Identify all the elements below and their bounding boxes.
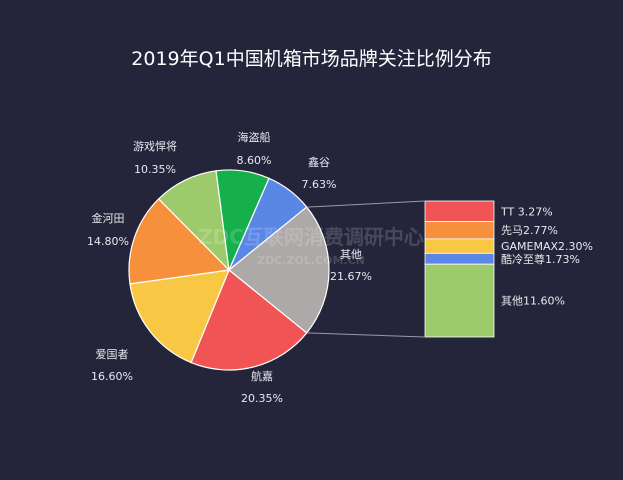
slice-value-label-6: 8.60% bbox=[237, 154, 272, 167]
connector-line-bottom bbox=[306, 332, 426, 338]
pie-slice-4 bbox=[128, 198, 231, 285]
slice-value-label-3: 16.60% bbox=[91, 370, 133, 383]
chart-title: 2019年Q1中国机箱市场品牌关注比例分布 bbox=[131, 48, 492, 70]
breakdown-segment-2 bbox=[424, 238, 495, 254]
pie-slice-2 bbox=[190, 269, 308, 371]
breakdown-label-2: GAMEMAX2.30% bbox=[501, 240, 593, 253]
breakdown-segment-4 bbox=[424, 263, 495, 338]
slice-name-label-6: 海盗船 bbox=[238, 130, 271, 144]
watermark-url: ZDC.ZOL.COM.CN bbox=[257, 254, 365, 267]
slice-value-label-4: 14.80% bbox=[87, 235, 129, 248]
slice-name-label-2: 航嘉 bbox=[251, 369, 273, 383]
connector-line-top bbox=[306, 200, 426, 208]
slice-name-label-4: 金河田 bbox=[92, 211, 125, 225]
slice-value-label-2: 20.35% bbox=[241, 392, 283, 405]
slice-name-label-0: 鑫谷 bbox=[308, 155, 330, 169]
slice-name-label-3: 爱国者 bbox=[96, 348, 129, 361]
slice-name-label-1: 其他 bbox=[340, 248, 362, 261]
breakdown-label-3: 酷冷至尊1.73% bbox=[501, 252, 580, 266]
breakdown-segment-0 bbox=[424, 200, 495, 222]
breakdown-label-1: 先马2.77% bbox=[501, 224, 558, 237]
breakdown-segment-1 bbox=[424, 221, 495, 240]
pie-slice-6 bbox=[215, 169, 270, 273]
slice-value-label-5: 10.35% bbox=[134, 163, 176, 176]
breakdown-label-4: 其他11.60% bbox=[501, 295, 565, 308]
slice-value-label-0: 7.63% bbox=[302, 178, 337, 191]
breakdown-segment-3 bbox=[424, 252, 495, 265]
pie-slice-1 bbox=[228, 206, 330, 334]
watermark-text: ZDC互联网消费调研中心 bbox=[198, 225, 424, 249]
slice-value-label-1: 21.67% bbox=[330, 270, 372, 283]
slice-name-label-5: 游戏悍将 bbox=[133, 139, 177, 153]
breakdown-label-0: TT 3.27% bbox=[500, 205, 553, 218]
pie-slice-3 bbox=[129, 269, 230, 364]
